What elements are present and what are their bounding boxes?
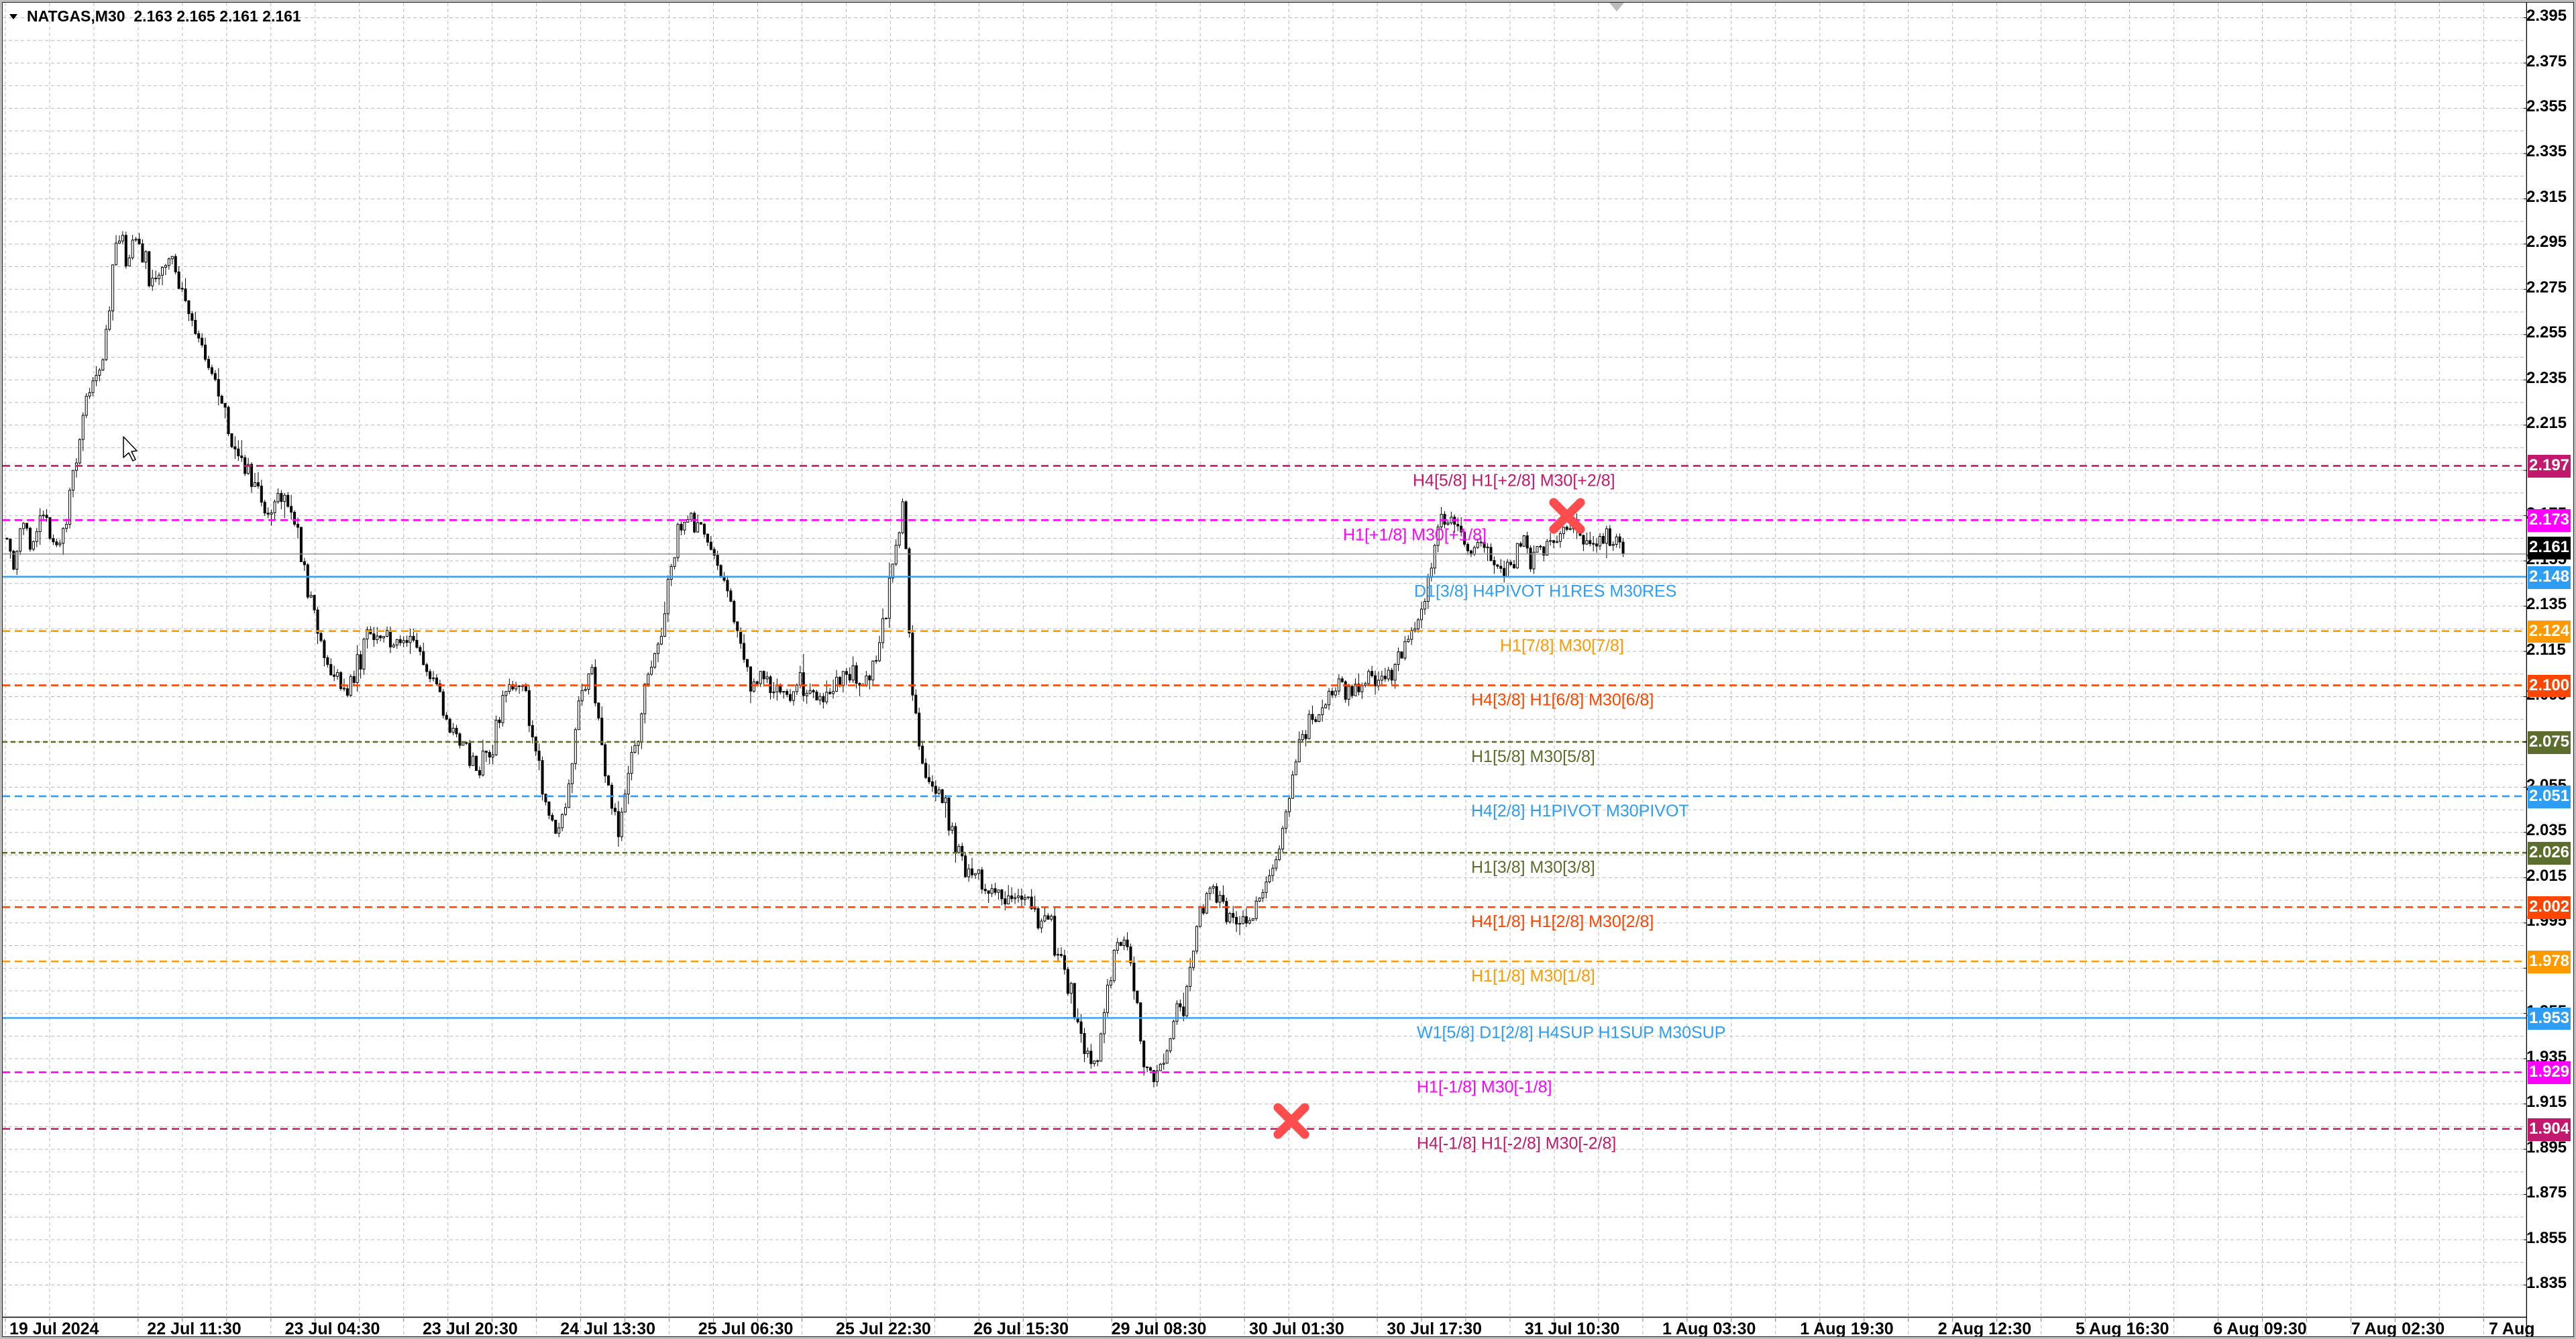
svg-text:H4[5/8] H1[+2/8] M30[+2/8]: H4[5/8] H1[+2/8] M30[+2/8]: [1413, 471, 1615, 490]
svg-text:D1[3/8] H4PIVOT H1RES M30RES: D1[3/8] H4PIVOT H1RES M30RES: [1414, 582, 1676, 601]
svg-text:W1[5/8] D1[2/8] H4SUP H1SUP M3: W1[5/8] D1[2/8] H4SUP H1SUP M30SUP: [1417, 1024, 1725, 1042]
svg-text:H1[-1/8] M30[-1/8]: H1[-1/8] M30[-1/8]: [1417, 1077, 1552, 1096]
svg-text:H1[+1/8] M30[+1/8]: H1[+1/8] M30[+1/8]: [1343, 525, 1487, 544]
svg-text:H1[5/8] M30[5/8]: H1[5/8] M30[5/8]: [1471, 747, 1595, 766]
svg-text:H1[1/8] M30[1/8]: H1[1/8] M30[1/8]: [1471, 967, 1595, 985]
svg-text:H4[1/8] H1[2/8] M30[2/8]: H4[1/8] H1[2/8] M30[2/8]: [1471, 912, 1654, 931]
svg-text:H4[-1/8] H1[-2/8] M30[-2/8]: H4[-1/8] H1[-2/8] M30[-2/8]: [1417, 1134, 1616, 1153]
svg-text:H4[3/8] H1[6/8] M30[6/8]: H4[3/8] H1[6/8] M30[6/8]: [1471, 691, 1654, 710]
svg-text:H1[7/8] M30[7/8]: H1[7/8] M30[7/8]: [1500, 637, 1624, 655]
svg-text:H1[3/8] M30[3/8]: H1[3/8] M30[3/8]: [1471, 858, 1595, 877]
svg-text:H4[2/8] H1PIVOT M30PIVOT: H4[2/8] H1PIVOT M30PIVOT: [1471, 802, 1689, 820]
